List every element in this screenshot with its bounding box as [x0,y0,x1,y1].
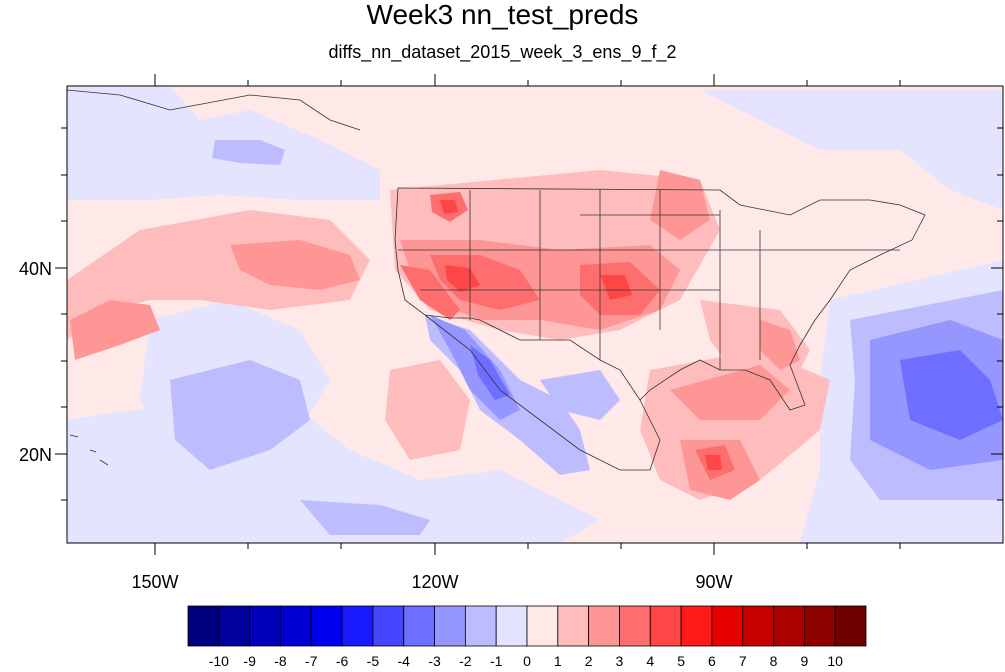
colorbar-swatch [218,605,251,647]
data-field [67,86,1003,543]
lat-label-20n: 20N [19,445,52,465]
field-blue-strong [470,345,510,400]
colorbar-label: 3 [616,653,624,669]
colorbar-swatch [711,605,744,647]
field-red [760,320,800,370]
field-red-peak [705,455,722,470]
colorbar-label: -10 [209,653,229,669]
field-red [650,170,710,240]
colorbar-swatch [403,605,435,647]
map-subtitle: diffs_nn_dataset_2015_week_3_ens_9_f_2 [328,42,677,62]
colorbar-label: 4 [646,653,654,669]
colorbar-label: -8 [274,653,287,669]
axis-ticks [55,74,1003,555]
field-red-strong [400,265,460,320]
colorbar-swatch [434,605,466,647]
colorbar-swatch [372,605,405,647]
field-red-peak [445,265,480,292]
lon-label-120w: 120W [411,572,458,592]
colorbar-swatch [341,605,374,647]
colorbar-swatch [649,605,682,647]
colorbar-label: 1 [554,653,562,669]
colorbar-swatch [249,605,281,647]
field-blue [170,360,310,470]
field-red [230,240,360,290]
colorbar-label: 2 [585,653,593,669]
field-blue [540,370,620,420]
colorbar-swatch [588,605,620,647]
colorbar-swatch [526,605,559,647]
colorbar-swatch [803,605,836,647]
colorbar-swatch [834,605,867,647]
colorbar-label: 5 [677,653,685,669]
colorbar-swatch [280,605,312,647]
colorbar-swatch [187,605,220,647]
field-blue [212,140,285,165]
colorbar-label: 8 [770,653,778,669]
colorbar-swatch [495,605,528,647]
field-red-peak [600,275,632,300]
colorbar-swatch [619,605,651,647]
state-lines [398,190,900,370]
field-blue-strong [900,350,1003,440]
lat-label-40n: 40N [19,259,52,279]
field-red-light [385,360,470,460]
colorbar-label: -9 [243,653,256,669]
field-red-peak [440,200,458,214]
colorbar-label: -3 [428,653,441,669]
lon-label-90w: 90W [695,572,732,592]
colorbar-swatch [310,605,343,647]
field-blue [300,500,430,535]
map-title: Week3 nn_test_preds [366,0,639,30]
colorbar-swatch [773,605,805,647]
colorbar-swatch [464,605,497,647]
colorbar-swatch [680,605,713,647]
colorbar-swatch [742,605,774,647]
colorbar-label: 7 [739,653,747,669]
colorbar-label: 9 [800,653,808,669]
coastlines [67,89,926,471]
alaska-coast [67,89,361,131]
field-red [70,300,160,360]
colorbar-label: 10 [827,653,843,669]
lon-label-150w: 150W [131,572,178,592]
colorbar-label: -6 [336,653,349,669]
colorbar-label: -2 [459,653,472,669]
colorbar-swatch [557,605,590,647]
hawaii-outline [69,434,109,466]
colorbar-label: 6 [708,653,716,669]
colorbar-label: -7 [305,653,318,669]
colorbar-label: -5 [367,653,380,669]
field-blue-light [700,90,1003,210]
colorbar-label: -4 [398,653,411,669]
field-red [670,365,790,420]
colorbar-label: 0 [523,653,531,669]
mexico-outline [424,314,661,471]
colorbar: -10 -9 -8 -7 -6 -5 -4 -3 -2 -1 0 1 2 3 4 5 6 7 8 9 10 [187,605,867,669]
colorbar-label: -1 [490,653,503,669]
